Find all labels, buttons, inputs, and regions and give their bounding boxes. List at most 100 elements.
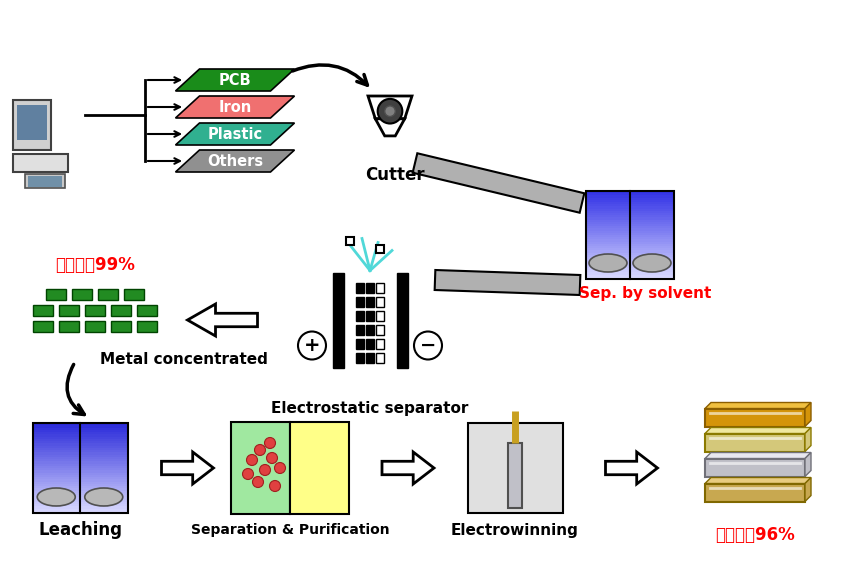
FancyBboxPatch shape <box>13 154 68 172</box>
FancyBboxPatch shape <box>586 270 674 272</box>
Polygon shape <box>805 403 811 426</box>
FancyBboxPatch shape <box>33 443 127 446</box>
Ellipse shape <box>589 254 627 272</box>
FancyBboxPatch shape <box>33 468 127 470</box>
FancyBboxPatch shape <box>586 191 674 193</box>
Text: +: + <box>304 336 320 355</box>
Polygon shape <box>176 150 294 172</box>
FancyBboxPatch shape <box>586 259 674 261</box>
FancyBboxPatch shape <box>586 261 674 264</box>
FancyBboxPatch shape <box>111 304 131 315</box>
FancyBboxPatch shape <box>586 256 674 259</box>
FancyBboxPatch shape <box>72 289 92 299</box>
FancyBboxPatch shape <box>33 497 127 500</box>
FancyBboxPatch shape <box>705 458 805 476</box>
FancyBboxPatch shape <box>397 272 408 368</box>
FancyBboxPatch shape <box>231 422 290 514</box>
FancyBboxPatch shape <box>46 289 66 299</box>
FancyBboxPatch shape <box>366 282 374 292</box>
Text: PCB: PCB <box>219 73 251 88</box>
Polygon shape <box>176 96 294 118</box>
FancyBboxPatch shape <box>33 470 127 472</box>
Polygon shape <box>705 403 811 408</box>
FancyBboxPatch shape <box>98 289 118 299</box>
Polygon shape <box>705 428 811 433</box>
FancyBboxPatch shape <box>25 174 65 188</box>
FancyBboxPatch shape <box>33 461 127 464</box>
Text: Metal concentrated: Metal concentrated <box>100 353 268 368</box>
FancyBboxPatch shape <box>586 277 674 279</box>
Text: Iron: Iron <box>218 99 252 114</box>
FancyBboxPatch shape <box>376 325 384 335</box>
FancyBboxPatch shape <box>376 339 384 349</box>
FancyBboxPatch shape <box>33 476 127 479</box>
FancyBboxPatch shape <box>33 438 127 441</box>
FancyBboxPatch shape <box>33 304 53 315</box>
Text: Plastic: Plastic <box>208 127 262 142</box>
FancyBboxPatch shape <box>586 204 674 206</box>
FancyBboxPatch shape <box>13 100 51 150</box>
FancyBboxPatch shape <box>33 508 127 511</box>
FancyBboxPatch shape <box>586 224 674 226</box>
FancyBboxPatch shape <box>33 488 127 490</box>
FancyBboxPatch shape <box>508 443 522 508</box>
FancyBboxPatch shape <box>586 230 674 233</box>
Polygon shape <box>805 478 811 501</box>
FancyBboxPatch shape <box>33 434 127 436</box>
Ellipse shape <box>269 480 281 492</box>
FancyBboxPatch shape <box>356 339 364 349</box>
Polygon shape <box>375 119 404 136</box>
FancyBboxPatch shape <box>586 228 674 231</box>
FancyBboxPatch shape <box>33 504 127 506</box>
FancyBboxPatch shape <box>59 321 79 332</box>
FancyBboxPatch shape <box>333 272 344 368</box>
Ellipse shape <box>633 254 671 272</box>
FancyBboxPatch shape <box>111 321 131 332</box>
FancyBboxPatch shape <box>586 215 674 217</box>
FancyBboxPatch shape <box>586 235 674 237</box>
FancyBboxPatch shape <box>586 232 674 235</box>
Ellipse shape <box>267 453 277 464</box>
Polygon shape <box>805 428 811 451</box>
FancyBboxPatch shape <box>33 499 127 502</box>
FancyBboxPatch shape <box>586 272 674 275</box>
FancyBboxPatch shape <box>59 304 79 315</box>
FancyBboxPatch shape <box>33 425 127 428</box>
Text: Sep. by solvent: Sep. by solvent <box>578 285 711 300</box>
Text: 회수율＞96%: 회수율＞96% <box>715 526 795 544</box>
FancyBboxPatch shape <box>366 353 374 363</box>
FancyBboxPatch shape <box>586 199 674 202</box>
FancyBboxPatch shape <box>705 433 805 451</box>
FancyBboxPatch shape <box>586 206 674 209</box>
FancyBboxPatch shape <box>33 429 127 432</box>
FancyBboxPatch shape <box>468 423 563 513</box>
Ellipse shape <box>264 437 275 449</box>
FancyBboxPatch shape <box>33 445 127 448</box>
FancyBboxPatch shape <box>290 422 349 514</box>
Circle shape <box>385 106 395 116</box>
Ellipse shape <box>247 454 257 465</box>
FancyBboxPatch shape <box>376 353 384 363</box>
FancyBboxPatch shape <box>586 246 674 248</box>
Text: −: − <box>420 336 436 355</box>
Polygon shape <box>176 69 294 91</box>
Circle shape <box>414 332 442 360</box>
FancyBboxPatch shape <box>356 296 364 307</box>
FancyBboxPatch shape <box>33 321 53 332</box>
FancyBboxPatch shape <box>33 432 127 434</box>
Polygon shape <box>176 123 294 145</box>
FancyBboxPatch shape <box>124 289 144 299</box>
FancyBboxPatch shape <box>33 454 127 457</box>
Polygon shape <box>413 153 585 213</box>
Ellipse shape <box>260 464 270 475</box>
FancyBboxPatch shape <box>586 210 674 213</box>
FancyBboxPatch shape <box>33 436 127 439</box>
Text: Electrowinning: Electrowinning <box>451 522 579 537</box>
FancyBboxPatch shape <box>33 463 127 466</box>
Text: Others: Others <box>207 153 263 168</box>
FancyBboxPatch shape <box>586 267 674 270</box>
FancyBboxPatch shape <box>586 225 674 228</box>
FancyBboxPatch shape <box>33 458 127 461</box>
FancyBboxPatch shape <box>28 176 62 187</box>
FancyBboxPatch shape <box>33 505 127 508</box>
